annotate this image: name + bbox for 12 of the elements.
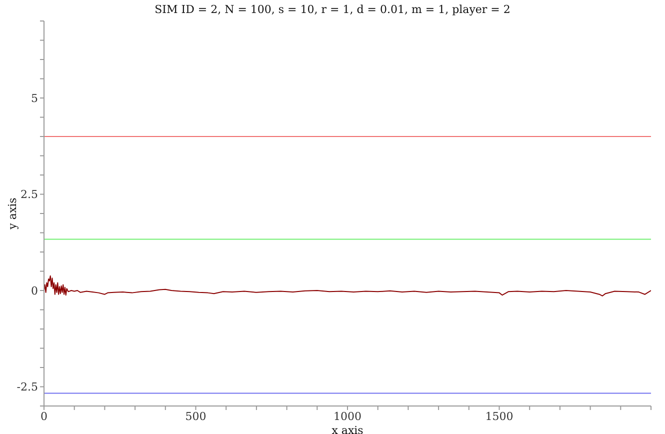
x-tick-label: 1000: [334, 410, 362, 423]
y-tick-label: 2.5: [20, 188, 38, 202]
line-series: [44, 275, 651, 296]
x-tick-label: 1500: [485, 410, 514, 423]
chart-title: SIM ID = 2, N = 100, s = 10, r = 1, d = 0.01, m = 1, player = 2: [154, 3, 512, 16]
x-tick-label: 500: [185, 410, 206, 423]
x-tick-label: 0: [40, 410, 48, 423]
x-axis-title: x axis: [332, 424, 364, 434]
y-axis-title: y axis: [6, 197, 19, 230]
y-tick-label: 5: [31, 92, 38, 105]
y-tick-label: -2.5: [16, 380, 38, 394]
y-tick-label: 0: [31, 284, 38, 298]
